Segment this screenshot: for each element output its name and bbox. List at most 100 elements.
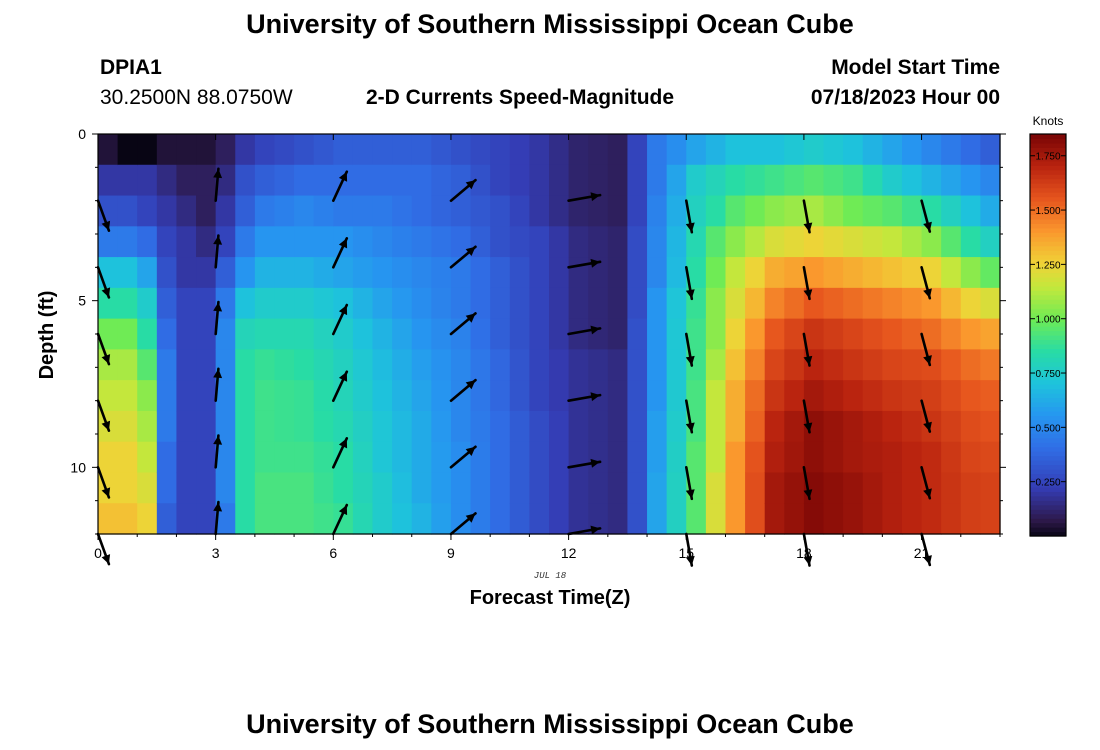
heatmap-cell [901, 349, 923, 381]
heatmap-cell [215, 349, 236, 381]
heatmap-cell [274, 441, 295, 474]
heatmap-cell [254, 441, 276, 474]
heatmap-cell [156, 380, 178, 412]
heatmap-cell [647, 472, 668, 504]
heatmap-cell [235, 380, 256, 412]
heatmap-cell [607, 164, 629, 197]
heatmap-cell [215, 134, 236, 166]
colorbar-segment [1030, 285, 1066, 291]
heatmap-cell [549, 195, 570, 227]
vector-arrow-head [465, 180, 476, 190]
vector-arrow-head [338, 171, 348, 182]
heatmap-cell [627, 134, 648, 166]
vector-arrow-head [213, 435, 223, 445]
heatmap-cell [803, 226, 825, 258]
heatmap-cell [862, 226, 883, 258]
heatmap-cell [705, 380, 727, 412]
vector-arrow-head [465, 313, 476, 323]
heatmap-cell [470, 226, 491, 258]
heatmap-cell [254, 195, 276, 227]
heatmap-cell [176, 441, 197, 474]
heatmap-cell [196, 164, 217, 197]
vector-arrow-head [338, 305, 348, 316]
heatmap-cell [568, 195, 589, 227]
heatmap-cell [392, 380, 413, 412]
colorbar-tick-label: 0.250 [1035, 478, 1060, 489]
heatmap-cell [156, 441, 178, 474]
heatmap-cell [196, 410, 217, 443]
heatmap-cell [862, 287, 883, 320]
heatmap-cell [235, 318, 256, 350]
heatmap-cell [431, 195, 452, 227]
heatmap-cell [607, 410, 629, 443]
heatmap-cell [509, 164, 530, 197]
heatmap-cell [725, 287, 746, 320]
heatmap-cell [450, 472, 472, 504]
heatmap-cell [784, 349, 805, 381]
heatmap-cell [176, 472, 197, 504]
heatmap-cell [392, 472, 413, 504]
heatmap-cell [882, 134, 903, 166]
heatmap-cell [274, 226, 295, 258]
heatmap-cell [450, 195, 472, 227]
vector-arrow-head [101, 220, 111, 231]
heatmap-cell [392, 134, 413, 166]
heatmap-cell [509, 318, 530, 350]
heatmap-cell [215, 287, 236, 320]
heatmap-cell [490, 472, 511, 504]
heatmap-cell [627, 164, 648, 197]
heatmap-cell [313, 257, 334, 289]
vector-arrow-head [213, 235, 223, 245]
colorbar-segment [1030, 451, 1066, 457]
heatmap-cell [960, 318, 981, 350]
colorbar-segment [1030, 156, 1066, 162]
heatmap-cell [607, 318, 629, 350]
colorbar-segment [1030, 527, 1066, 533]
heatmap-cell [392, 441, 413, 474]
vector-arrow-head [685, 555, 695, 566]
heatmap-cell [411, 134, 432, 166]
heatmap-cell [882, 164, 903, 197]
heatmap-cell [823, 164, 844, 197]
heatmap-cell [901, 287, 923, 320]
heatmap-cell [98, 134, 119, 166]
colorbar-segment [1030, 281, 1066, 287]
heatmap-cell [764, 195, 785, 227]
heatmap-cell [705, 134, 727, 166]
heatmap-cell [666, 472, 687, 504]
heatmap-cell [529, 503, 550, 535]
heatmap-cell [215, 472, 236, 504]
heatmap-cell [529, 410, 550, 443]
x-axis-title: Forecast Time(Z) [470, 587, 631, 609]
colorbar-segment [1030, 509, 1066, 515]
vector-arrow-head [338, 505, 348, 516]
heatmap-cell [431, 226, 452, 258]
vector-arrow-head [213, 502, 223, 512]
heatmap-cell [313, 287, 334, 320]
heatmap-cell [411, 195, 432, 227]
heatmap-cell [764, 441, 785, 474]
heatmap-cell [137, 410, 158, 443]
heatmap-cell [156, 257, 178, 289]
heatmap-cell [647, 226, 668, 258]
heatmap-cell [352, 441, 374, 474]
heatmap-cell [274, 287, 295, 320]
heatmap-cell [196, 195, 217, 227]
heatmap-cell [392, 257, 413, 289]
heatmap-cell [274, 410, 295, 443]
vector-arrow-head [923, 488, 932, 499]
heatmap-cell [509, 134, 530, 166]
heatmap-cell [274, 472, 295, 504]
heatmap-cell [509, 349, 530, 381]
heatmap-cell [764, 503, 785, 535]
heatmap-cell [784, 503, 805, 535]
heatmap-cell [843, 380, 864, 412]
heatmap-cell [294, 226, 315, 258]
heatmap-cell [156, 164, 178, 197]
heatmap-cell [235, 257, 256, 289]
heatmap-cell [764, 472, 785, 504]
heatmap-cell [823, 410, 844, 443]
heatmap-cell [823, 257, 844, 289]
heatmap-cell [235, 226, 256, 258]
heatmap-cell [352, 134, 374, 166]
